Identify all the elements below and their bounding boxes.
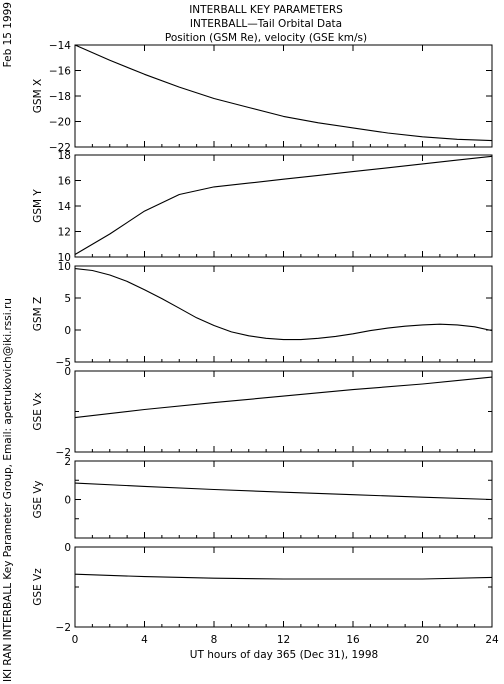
gse-vy-ytick-label: 0	[64, 495, 71, 507]
credit-line: IKI RAN INTERBALL Key Parameter Group, E…	[2, 298, 14, 682]
gsm-z-ytick-label: 10	[58, 261, 71, 273]
gsm-x-ytick-label: −18	[49, 91, 71, 103]
gse-vy-series-line	[74, 482, 493, 501]
x-tick-label: 20	[416, 634, 429, 646]
chart-title-line-2: INTERBALL—Tail Orbital Data	[190, 18, 342, 30]
gsm-x-ytick-label: −16	[49, 66, 71, 78]
gsm-x-ytick-label: −22	[49, 142, 71, 154]
gsm-y-frame	[74, 154, 493, 258]
gsm-z-ytick-label: −5	[56, 357, 71, 369]
gsm-x-frame	[74, 44, 493, 148]
chart-title-line-3: Position (GSM Re), velocity (GSE km/s)	[165, 32, 367, 44]
gsm-y-series-line	[74, 155, 493, 255]
gse-vz-series-line	[74, 573, 493, 580]
gsm-z-ytick-label: 5	[64, 293, 71, 305]
gsm-y-ylabel: GSM Y	[32, 189, 44, 223]
gsm-y-ytick-label: 14	[58, 201, 72, 213]
x-axis-label: UT hours of day 365 (Dec 31), 1998	[190, 649, 378, 661]
x-tick-label: 16	[346, 634, 360, 646]
gsm-y-ytick-label: 12	[58, 227, 71, 239]
gsm-x-ytick-label: −14	[49, 40, 71, 52]
gse-vx-ytick-label: 0	[64, 366, 71, 378]
gse-vx-ytick-label: −2	[56, 447, 71, 459]
gsm-z-ylabel: GSM Z	[32, 297, 44, 331]
gse-vx-series-line	[74, 376, 493, 419]
gse-vz-ytick-label: −2	[56, 622, 71, 634]
gse-vx-ylabel: GSE Vx	[32, 392, 44, 430]
gse-vy-ylabel: GSE Vy	[32, 481, 44, 519]
gsm-z-ytick-label: 0	[64, 325, 71, 337]
x-tick-label: 4	[141, 634, 148, 646]
x-tick-label: 24	[485, 634, 499, 646]
gse-vz-frame	[74, 546, 493, 628]
gsm-x-ytick-label: −20	[49, 117, 71, 129]
date-stamp: Feb 15 1999	[2, 2, 14, 67]
gsm-y-ytick-label: 16	[58, 176, 72, 188]
x-tick-label: 12	[277, 634, 290, 646]
gse-vz-ytick-label: 0	[64, 542, 71, 554]
chart-title-line-1: INTERBALL KEY PARAMETERS	[189, 4, 343, 16]
gsm-x-series-line	[74, 44, 493, 142]
x-tick-label: 8	[211, 634, 218, 646]
gse-vy-frame	[74, 460, 493, 539]
gsm-y-ytick-label: 18	[58, 150, 71, 162]
x-tick-label: 0	[72, 634, 79, 646]
gse-vz-ylabel: GSE Vz	[32, 568, 44, 606]
gsm-x-ylabel: GSM X	[32, 79, 44, 113]
gsm-y-ytick-label: 10	[58, 252, 71, 264]
gse-vy-ytick-label: 2	[64, 456, 71, 468]
gsm-z-frame	[74, 265, 493, 363]
gsm-z-series-line	[74, 268, 493, 341]
